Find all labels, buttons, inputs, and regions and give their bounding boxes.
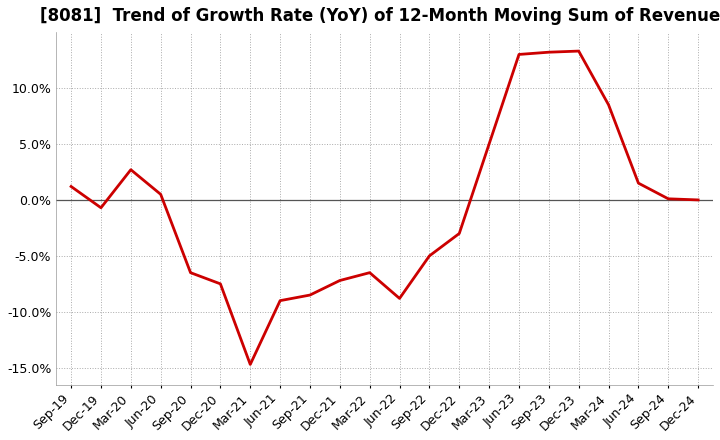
Title: [8081]  Trend of Growth Rate (YoY) of 12-Month Moving Sum of Revenues: [8081] Trend of Growth Rate (YoY) of 12-… [40,7,720,25]
